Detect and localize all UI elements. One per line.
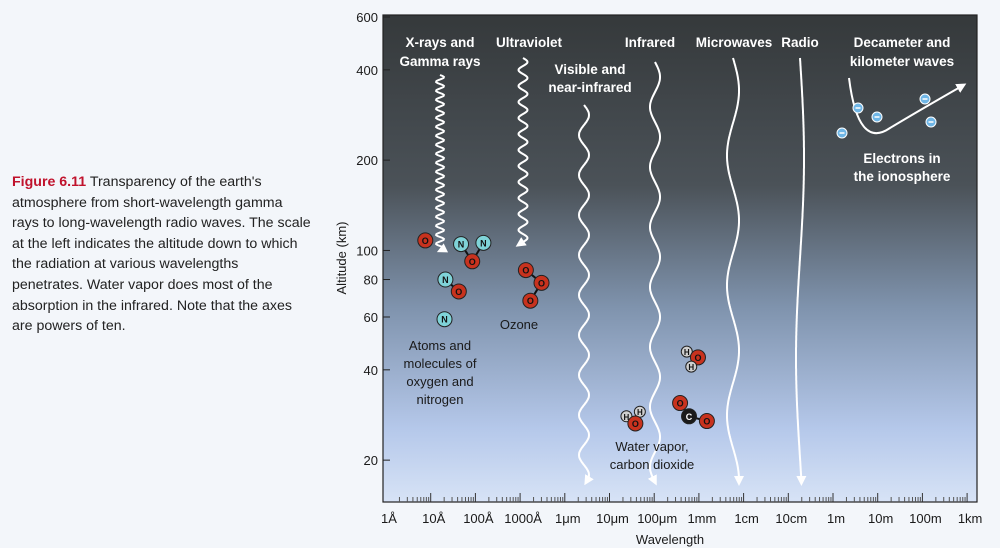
atom-symbol: O [694, 353, 701, 363]
annotation-atoms: nitrogen [417, 392, 464, 407]
atom-symbol: O [455, 287, 462, 297]
atom-symbol: O [538, 278, 545, 288]
x-tick-label: 10cm [775, 511, 807, 526]
atom-O-icon [689, 349, 706, 366]
band-label: near-infrared [548, 80, 631, 95]
x-tick-label: 1m [827, 511, 845, 526]
annotation-decameter: kilometer waves [850, 54, 954, 69]
atom-symbol: O [677, 399, 684, 409]
atom-O-icon [522, 292, 539, 309]
wave-band [726, 57, 744, 486]
wave-band [647, 61, 661, 486]
x-tick-label: 1000Å [504, 511, 542, 526]
atom-symbol: N [458, 240, 465, 250]
atom-O-icon [450, 283, 467, 300]
x-tick-label: 1cm [734, 511, 759, 526]
band-label: Infrared [625, 35, 675, 50]
annotation-atoms: oxygen and [406, 374, 473, 389]
y-axis-label: Altitude (km) [334, 222, 349, 295]
x-tick-label: 10μm [596, 511, 629, 526]
atom-symbol: O [469, 257, 476, 267]
atom-O-icon [627, 415, 644, 432]
y-tick-label: 600 [356, 10, 378, 25]
atom-symbol: O [422, 236, 429, 246]
x-tick-label: 100m [909, 511, 942, 526]
y-tick-label: 60 [364, 310, 378, 325]
atom-O-icon [464, 253, 481, 270]
wave-band [795, 57, 807, 486]
annotation-water: carbon dioxide [610, 457, 695, 472]
x-tick-label: 100μm [637, 511, 677, 526]
x-tick-label: 1km [958, 511, 983, 526]
atom-symbol: N [442, 275, 449, 285]
band-label: Radio [781, 35, 819, 50]
y-tick-label: 400 [356, 63, 378, 78]
atom-O-icon [672, 395, 689, 412]
atom-symbol: O [522, 266, 529, 276]
atom-N-icon [453, 236, 470, 253]
caption-text: Transparency of the earth's atmosphere f… [12, 174, 311, 335]
figure-label: Figure 6.11 [12, 174, 87, 190]
annotation-atoms: Atoms and [409, 338, 471, 353]
y-tick-label: 100 [356, 243, 378, 258]
atom-symbol: H [624, 413, 630, 422]
band-label: Ultraviolet [496, 35, 563, 50]
atom-N-icon [437, 271, 454, 288]
atom-symbol: H [637, 408, 643, 417]
y-tick-label: 200 [356, 153, 378, 168]
x-tick-label: 10Å [422, 511, 445, 526]
atom-N-icon [436, 311, 453, 328]
atom-O-icon [517, 262, 534, 279]
x-tick-label: 100Å [463, 511, 494, 526]
atom-symbol: H [684, 348, 690, 357]
y-tick-label: 80 [364, 273, 378, 288]
band-label: Visible and [554, 62, 625, 77]
x-tick-label: 1mm [687, 511, 716, 526]
atom-symbol: C [686, 412, 693, 422]
annotation-ozone: Ozone [500, 317, 538, 332]
atom-symbol: O [703, 417, 710, 427]
annotation-water: Water vapor, [615, 439, 688, 454]
atom-symbol: N [480, 238, 487, 248]
y-tick-label: 40 [364, 363, 378, 378]
figure-caption: Figure 6.11 Transparency of the earth's … [12, 172, 312, 337]
atom-symbol: O [527, 296, 534, 306]
atom-H-icon [685, 360, 698, 373]
atom-N-icon [475, 234, 492, 251]
wave-band [515, 57, 529, 247]
atom-O-icon [533, 274, 550, 291]
atom-symbol: H [688, 363, 694, 372]
band-label: Gamma rays [399, 54, 480, 69]
x-axis-label: Wavelength [636, 532, 704, 547]
annotation-decameter: Decameter and [854, 35, 951, 50]
x-tick-label: 10m [868, 511, 893, 526]
atom-symbol: O [632, 419, 639, 429]
atom-O-icon [417, 232, 434, 249]
plot-area [382, 14, 978, 503]
atom-symbol: N [441, 315, 448, 325]
wave-band [434, 74, 449, 253]
x-tick-label: 1Å [381, 511, 397, 526]
atom-C-icon [681, 408, 698, 425]
annotation-atoms: molecules of [404, 356, 477, 371]
atom-O-icon [698, 413, 715, 430]
wave-band [577, 104, 594, 486]
annotation-electrons: the ionosphere [854, 169, 951, 184]
band-label: Microwaves [696, 35, 773, 50]
annotation-electrons: Electrons in [863, 151, 940, 166]
band-label: X-rays and [405, 35, 474, 50]
x-tick-label: 1μm [555, 511, 581, 526]
atom-H-icon [680, 345, 693, 358]
y-tick-label: 20 [364, 453, 378, 468]
